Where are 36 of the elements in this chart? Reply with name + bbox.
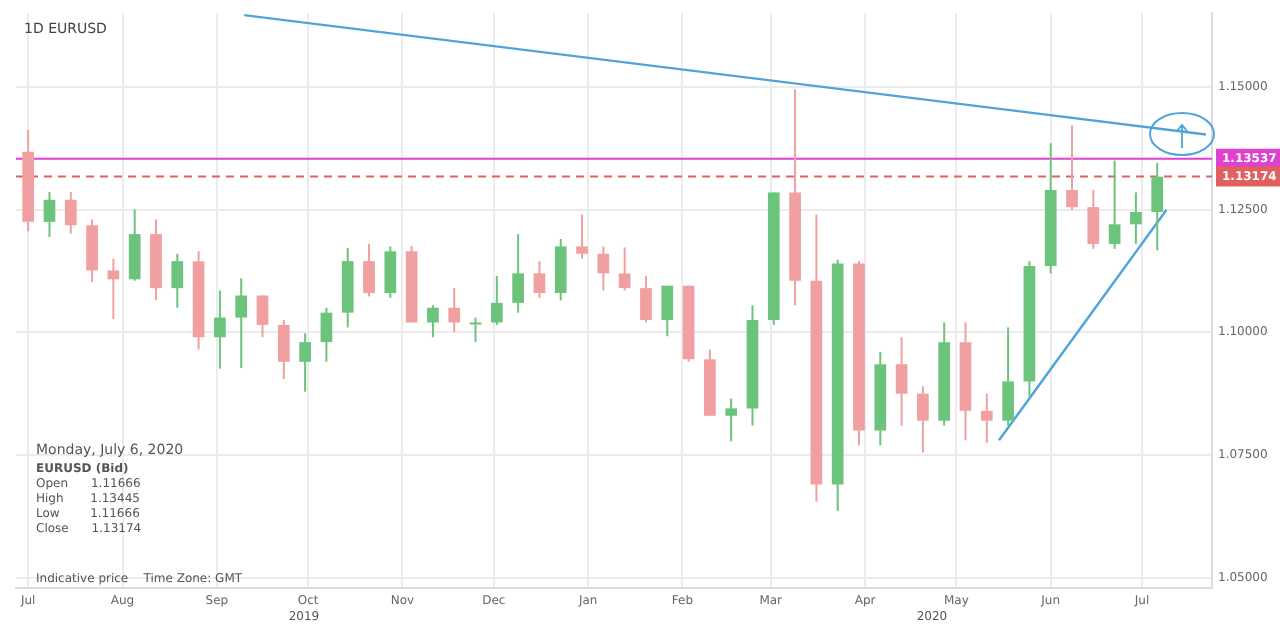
candlestick — [299, 332, 311, 393]
candlestick — [86, 218, 98, 284]
candlestick — [448, 287, 461, 334]
candlestick — [725, 397, 738, 443]
candlestick — [597, 245, 610, 292]
candlestick — [917, 385, 929, 454]
candlestick — [980, 392, 993, 444]
candlestick — [43, 190, 56, 239]
candlestick — [895, 336, 908, 427]
candlestick — [533, 260, 546, 299]
candlestick — [469, 316, 482, 344]
candlestick — [1108, 159, 1121, 250]
candlestick — [576, 213, 588, 260]
candlestick — [320, 306, 333, 363]
candlestick — [512, 233, 524, 314]
candlestick — [363, 242, 375, 298]
candlestick — [235, 277, 248, 370]
candlestick — [661, 284, 674, 338]
candlestick — [1130, 191, 1142, 245]
candlestick — [554, 238, 567, 302]
candlestick — [64, 190, 77, 235]
candlestick — [214, 289, 226, 370]
candlestick — [427, 304, 439, 339]
candlestick — [640, 274, 652, 324]
candlestick — [1066, 124, 1078, 211]
candlestick — [490, 274, 503, 326]
candlestick — [277, 319, 290, 380]
candlestick — [171, 252, 184, 309]
candlestick — [256, 294, 269, 339]
candlestick — [384, 245, 397, 299]
candlestick — [1151, 161, 1164, 252]
candlestick — [1002, 326, 1014, 427]
candlestick — [128, 208, 141, 282]
candlestick — [1087, 188, 1100, 250]
candlestick — [618, 246, 631, 292]
candlestick — [107, 257, 120, 321]
